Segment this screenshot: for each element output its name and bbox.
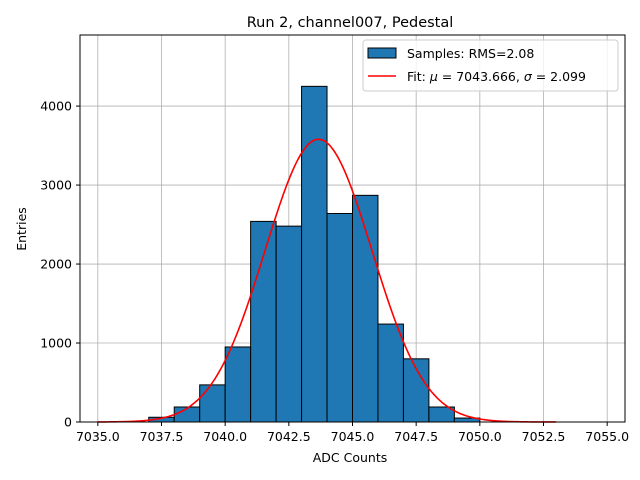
x-tick-label-8: 7055.0 [585, 429, 629, 444]
x-tick-label-1: 7037.5 [140, 429, 184, 444]
histogram-bar-8 [352, 194, 379, 423]
y-axis-ticks: 0 1000 2000 3000 4000 [40, 99, 80, 430]
histogram-bar-6 [301, 85, 328, 423]
legend: Samples: RMS=2.08 Fit: μ = 7043.666, σ =… [362, 39, 619, 92]
x-tick-label-2: 7040.0 [203, 429, 247, 444]
histogram-bar-3 [224, 346, 252, 423]
legend-fit-sigma-value: = 2.099 [532, 69, 586, 84]
legend-fit-mu-symbol: μ [429, 69, 438, 84]
x-axis-label: ADC Counts [313, 450, 388, 465]
legend-box [362, 39, 619, 92]
histogram-bars [148, 85, 481, 423]
y-tick-label-1: 1000 [40, 336, 72, 351]
y-tick-label-4: 4000 [40, 99, 72, 114]
legend-fit-mu-value: = 7043.666, [438, 69, 524, 84]
x-tick-label-6: 7050.0 [458, 429, 502, 444]
legend-fit-sigma-symbol: σ [524, 69, 533, 84]
histogram-bar-5 [275, 225, 303, 423]
y-axis-label: Entries [14, 207, 29, 251]
histogram-bar-4 [250, 220, 277, 423]
x-tick-label-3: 7042.5 [267, 429, 311, 444]
x-tick-label-0: 7035.0 [76, 429, 120, 444]
gaussian-fit-curve [97, 138, 557, 423]
fit-curve-layer [97, 138, 557, 423]
x-tick-label-5: 7047.5 [394, 429, 438, 444]
histogram-bar-2 [199, 384, 226, 423]
y-tick-label-3: 3000 [40, 178, 72, 193]
legend-fit-label: Fit: μ = 7043.666, σ = 2.099 [407, 69, 586, 84]
x-axis-ticks: 7035.0 7037.5 7040.0 7042.5 7045.0 7047.5 7050… [76, 422, 629, 444]
legend-samples-swatch [367, 47, 397, 59]
chart-title: Run 2, channel007, Pedestal [247, 15, 454, 31]
legend-fit-prefix: Fit: [407, 69, 430, 84]
y-tick-label-0: 0 [64, 415, 72, 430]
x-tick-label-7: 7052.5 [522, 429, 566, 444]
y-tick-label-2: 2000 [40, 257, 72, 272]
histogram-bar-9 [377, 323, 404, 423]
legend-samples-label: Samples: RMS=2.08 [407, 46, 534, 61]
histogram-bar-7 [326, 212, 354, 423]
x-tick-label-4: 7045.0 [331, 429, 375, 444]
